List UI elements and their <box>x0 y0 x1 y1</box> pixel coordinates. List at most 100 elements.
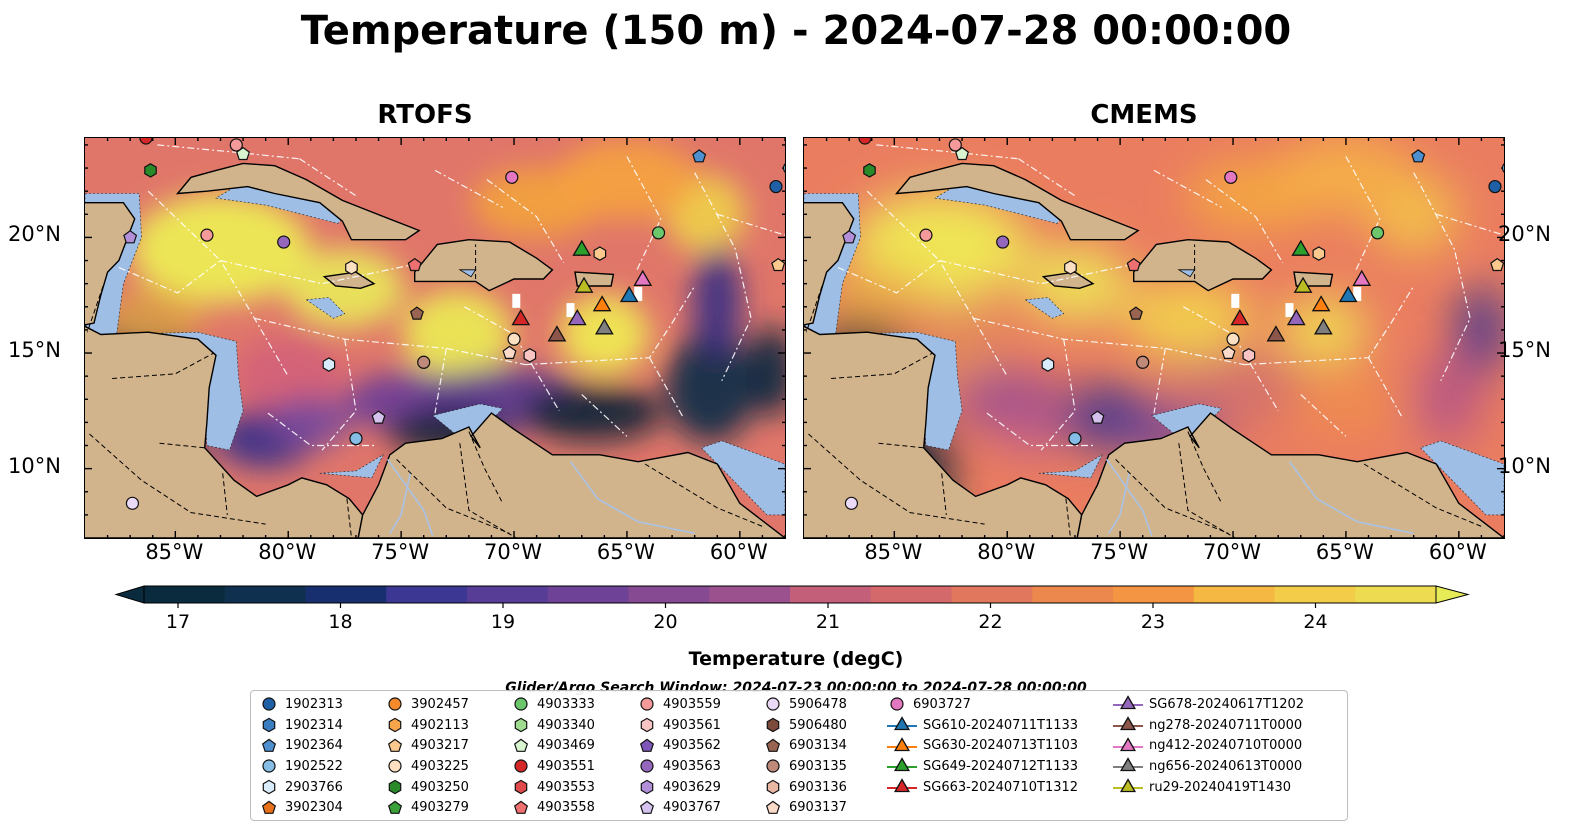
glider-marker-26 <box>574 276 594 293</box>
argo-float-marker-15 <box>1490 257 1504 272</box>
argo-float-marker-23 <box>1068 431 1082 446</box>
legend-entry: SG678-20240617T1202 <box>1113 694 1304 715</box>
legend-label: 4903561 <box>663 717 721 733</box>
legend-label: ng656-20240613T0000 <box>1149 758 1303 774</box>
argo-float-marker-0 <box>139 138 153 145</box>
legend-entry: 4903559 <box>637 694 721 715</box>
legend-entry: SG610-20240711T1133 <box>887 715 1078 736</box>
legend-circle-icon <box>766 759 780 774</box>
argo-float-marker-22 <box>371 410 386 424</box>
legend-hexagon-icon <box>766 779 780 795</box>
legend-label: 6903135 <box>789 758 847 774</box>
legend-pentagon-icon <box>639 738 655 752</box>
legend-label: 4903279 <box>411 800 469 816</box>
legend-circle-icon <box>388 697 402 711</box>
legend-label: 6903134 <box>789 738 847 754</box>
glider-marker-31 <box>1286 308 1306 326</box>
legend-column: SG678-20240617T1202 ng278-20240711T0000 ng… <box>1113 694 1304 797</box>
legend-label: 4903469 <box>537 738 595 754</box>
legend-column: 3902457 4902113 4903217 4903225 4903250 49032… <box>385 694 469 818</box>
glider-marker-33 <box>1313 318 1333 335</box>
argo-float-marker-4 <box>1411 149 1426 163</box>
legend-pentagon-icon <box>261 738 277 752</box>
legend-entry: 5906478 <box>763 694 847 715</box>
argo-float-marker-0 <box>858 138 872 145</box>
argo-float-marker-2 <box>236 146 251 161</box>
glider-marker-30 <box>1230 308 1250 326</box>
legend-entry: 4903250 <box>385 777 469 798</box>
argo-float-marker-21 <box>417 355 431 369</box>
argo-float-marker-1 <box>948 138 962 152</box>
legend-entry: 6903134 <box>763 735 847 756</box>
longitude-tick-label: 60°W <box>1428 540 1487 564</box>
legend-circle-icon <box>514 759 528 774</box>
glider-marker-31 <box>567 308 587 326</box>
argo-float-marker-6 <box>1488 179 1502 194</box>
legend-pentagon-icon <box>513 738 529 752</box>
legend-entry: 4903629 <box>637 777 721 798</box>
legend-label: SG610-20240711T1133 <box>923 717 1079 733</box>
legend-entry: SG663-20240710T1312 <box>887 777 1078 798</box>
legend-pentagon-icon <box>387 738 403 752</box>
legend-entry: ng412-20240710T0000 <box>1113 735 1304 756</box>
legend-label: 4903558 <box>537 800 595 816</box>
temperature-colorbar: 17 18 19 20 21 22 23 24 <box>114 585 1470 633</box>
legend-triangle-icon <box>893 778 911 793</box>
argo-float-marker-23 <box>349 431 363 446</box>
argo-float-marker-10 <box>277 235 291 249</box>
argo-float-marker-10 <box>996 235 1010 249</box>
legend-circle-icon <box>890 697 904 711</box>
argo-float-marker-6 <box>769 179 783 194</box>
legend-column: 6903727 SG610-20240711T1133 SG630-20240713… <box>887 694 1078 797</box>
glider-marker-25 <box>1291 239 1311 256</box>
argo-float-marker-20 <box>1041 357 1055 372</box>
legend-entry: ru29-20240419T1430 <box>1113 777 1304 798</box>
legend-entry: 2903766 <box>259 777 343 798</box>
argo-float-marker-14 <box>407 257 422 272</box>
longitude-tick-label: 75°W <box>371 540 430 564</box>
legend-column: 1902313 1902314 1902364 1902522 2903766 39023… <box>259 694 343 818</box>
legend-entry: 4903279 <box>385 797 469 818</box>
glider-marker-27 <box>592 295 612 312</box>
argo-float-marker-16 <box>1128 306 1143 320</box>
colorbar-tick-label: 23 <box>1141 611 1165 633</box>
legend-entry: 6903136 <box>763 777 847 798</box>
legend-column: 4903333 4903340 4903469 4903551 4903553 49035… <box>511 694 595 818</box>
argo-float-marker-5 <box>1224 170 1238 184</box>
legend-circle-icon <box>262 759 276 774</box>
legend-circle-icon <box>766 697 780 711</box>
legend-label: 4903551 <box>537 758 595 774</box>
legend-label: ng278-20240711T0000 <box>1149 717 1303 733</box>
legend-label: ru29-20240419T1430 <box>1149 779 1292 795</box>
legend-entry: 4903767 <box>637 797 721 818</box>
legend-pentagon-icon <box>765 800 781 814</box>
legend-circle-icon <box>514 697 528 711</box>
argo-float-marker-2 <box>955 146 970 161</box>
glider-marker-29 <box>633 269 653 286</box>
colorbar-tick-label: 22 <box>978 611 1002 633</box>
glider-marker-28 <box>619 285 639 303</box>
cmems-map <box>803 137 1505 539</box>
legend-label: 4903333 <box>537 696 595 712</box>
legend-entry: 1902522 <box>259 756 343 777</box>
argo-float-marker-8 <box>123 230 138 244</box>
latitude-tick-label-left: 20°N <box>8 222 61 247</box>
argo-float-marker-9 <box>919 228 933 242</box>
argo-float-marker-19 <box>523 348 537 363</box>
longitude-tick-label: 70°W <box>484 540 543 564</box>
legend-hexagon-icon <box>640 717 654 733</box>
argo-float-marker-18 <box>502 345 517 359</box>
longitude-tick-label: 65°W <box>596 540 655 564</box>
argo-float-marker-7 <box>1501 163 1504 173</box>
legend-label: 4903553 <box>537 779 595 795</box>
colorbar-tick-label: 19 <box>491 611 515 633</box>
legend-label: 3902457 <box>411 696 469 712</box>
glider-marker-27 <box>1311 295 1331 312</box>
legend-label: 5906478 <box>789 696 847 712</box>
legend-hexagon-icon <box>514 779 528 795</box>
legend-label: SG649-20240712T1133 <box>923 758 1079 774</box>
legend-entry: 6903137 <box>763 797 847 818</box>
legend-entry: 1902313 <box>259 694 343 715</box>
legend-label: 4903217 <box>411 738 469 754</box>
argo-float-marker-22 <box>1090 410 1105 424</box>
